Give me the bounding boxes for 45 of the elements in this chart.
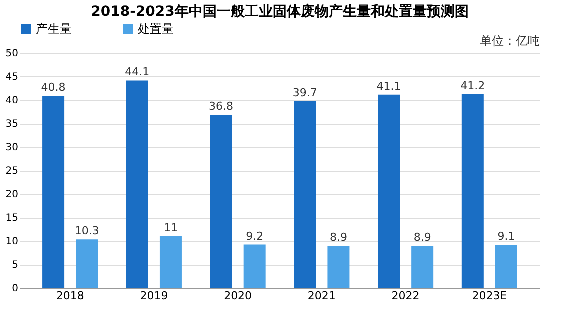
y-tick-label: 35 [6, 119, 18, 130]
data-label: 40.8 [41, 81, 66, 94]
bar [412, 246, 434, 288]
y-tick-label: 30 [6, 142, 18, 154]
data-label: 36.8 [209, 100, 234, 114]
data-label: 41.2 [460, 79, 486, 92]
bar [294, 101, 316, 288]
y-tick-label: 50 [6, 48, 18, 60]
x-tick-label: 2021 [308, 290, 336, 302]
bar [495, 245, 518, 288]
data-label: 44.1 [125, 66, 150, 79]
bar [462, 94, 484, 288]
y-tick-label: 15 [6, 213, 18, 224]
x-tick-label: 2018 [56, 290, 84, 302]
bar [126, 80, 148, 288]
x-tick-label: 2019 [140, 290, 168, 302]
y-tick-label: 5 [12, 260, 18, 271]
x-tick-label: 2022 [392, 290, 420, 302]
legend-label: 处置量 [138, 22, 174, 36]
bar [328, 246, 350, 288]
legend-label: 产生量 [36, 22, 72, 36]
bar [160, 236, 182, 288]
data-label: 8.9 [330, 231, 348, 244]
data-label: 9.1 [498, 230, 516, 244]
bar [42, 96, 65, 288]
y-tick-label: 10 [6, 236, 18, 248]
data-label: 41.1 [376, 80, 402, 93]
data-label: 8.9 [414, 231, 432, 244]
chart-title: 2018-2023年中国一般工业固体废物产生量和处置量预测图 [91, 3, 469, 20]
x-tick-label: 2023E [472, 290, 508, 302]
bar [76, 240, 98, 288]
text: 单位：亿吨 [480, 34, 540, 48]
y-tick-label: 20 [6, 190, 18, 200]
y-tick-label: 40 [6, 96, 18, 106]
y-tick-label: 0 [12, 284, 18, 294]
bar [378, 94, 400, 288]
data-label: 9.2 [246, 230, 264, 243]
y-tick-label: 45 [6, 72, 18, 83]
data-label: 39.7 [292, 86, 318, 100]
bar [244, 244, 266, 288]
data-label: 11 [164, 221, 178, 234]
y-tick-label: 25 [6, 166, 18, 177]
x-tick-label: 2020 [224, 290, 252, 302]
data-label: 10.3 [74, 224, 100, 238]
bar [210, 115, 232, 288]
